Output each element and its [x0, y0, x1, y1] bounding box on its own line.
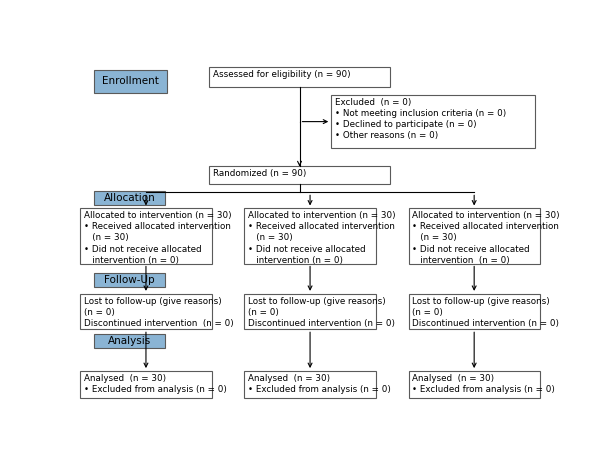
Bar	[408, 208, 540, 263]
Text: Lost to follow-up (give reasons)
(n = 0)
Discontinued intervention (n = 0): Lost to follow-up (give reasons) (n = 0)…	[412, 297, 559, 328]
Text: Analysis: Analysis	[108, 336, 151, 346]
Bar	[80, 371, 212, 398]
Text: Excluded  (n = 0)
• Not meeting inclusion criteria (n = 0)
• Declined to partici: Excluded (n = 0) • Not meeting inclusion…	[335, 98, 506, 140]
Text: Assessed for eligibility (n = 90): Assessed for eligibility (n = 90)	[213, 70, 351, 79]
Text: Allocated to intervention (n = 30)
• Received allocated intervention
   (n = 30): Allocated to intervention (n = 30) • Rec…	[248, 211, 396, 265]
Text: Allocation: Allocation	[103, 193, 155, 203]
Bar	[209, 67, 390, 87]
Bar	[331, 95, 535, 148]
Text: Lost to follow-up (give reasons)
(n = 0)
Discontinued intervention (n = 0): Lost to follow-up (give reasons) (n = 0)…	[248, 297, 395, 328]
Bar	[244, 208, 376, 263]
Bar	[94, 70, 167, 93]
Bar	[94, 273, 165, 287]
Text: Follow-Up: Follow-Up	[104, 275, 155, 285]
Bar	[94, 334, 165, 348]
Bar	[244, 371, 376, 398]
Text: Allocated to intervention (n = 30)
• Received allocated intervention
   (n = 30): Allocated to intervention (n = 30) • Rec…	[84, 211, 232, 265]
Bar	[80, 208, 212, 263]
Text: Allocated to intervention (n = 30)
• Received allocated intervention
   (n = 30): Allocated to intervention (n = 30) • Rec…	[412, 211, 560, 265]
Bar	[408, 294, 540, 329]
Bar	[209, 166, 390, 183]
Bar	[94, 191, 165, 205]
Text: Analysed  (n = 30)
• Excluded from analysis (n = 0): Analysed (n = 30) • Excluded from analys…	[84, 374, 227, 394]
Text: Enrollment: Enrollment	[102, 76, 159, 86]
Text: Lost to follow-up (give reasons)
(n = 0)
Discontinued intervention  (n = 0): Lost to follow-up (give reasons) (n = 0)…	[84, 297, 234, 328]
Text: Analysed  (n = 30)
• Excluded from analysis (n = 0): Analysed (n = 30) • Excluded from analys…	[412, 374, 555, 394]
Text: Analysed  (n = 30)
• Excluded from analysis (n = 0): Analysed (n = 30) • Excluded from analys…	[248, 374, 391, 394]
Bar	[408, 371, 540, 398]
Text: Randomized (n = 90): Randomized (n = 90)	[213, 169, 306, 178]
Bar	[80, 294, 212, 329]
Bar	[244, 294, 376, 329]
